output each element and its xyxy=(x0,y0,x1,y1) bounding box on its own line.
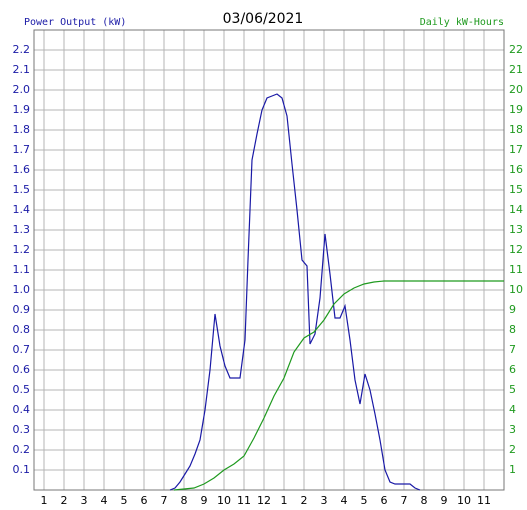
y-tick-label: 1.5 xyxy=(13,183,31,196)
x-tick-label: 8 xyxy=(421,494,428,507)
y-tick-label: 2.2 xyxy=(13,43,31,56)
y-tick-label: 1.4 xyxy=(13,203,31,216)
y-tick-label: 1.8 xyxy=(13,123,31,136)
x-tick-label: 7 xyxy=(401,494,408,507)
y-tick-label: 0.9 xyxy=(13,303,31,316)
y2-tick-label: 16 xyxy=(509,163,523,176)
y2-tick-label: 13 xyxy=(509,223,523,236)
y-tick-label: 0.1 xyxy=(13,463,31,476)
x-tick-label: 3 xyxy=(81,494,88,507)
y2-tick-label: 10 xyxy=(509,283,523,296)
y2-tick-label: 21 xyxy=(509,63,523,76)
x-tick-label: 4 xyxy=(341,494,348,507)
x-tick-label: 2 xyxy=(301,494,308,507)
y-tick-label: 2.1 xyxy=(13,63,31,76)
y-tick-label: 1.2 xyxy=(13,243,31,256)
y-axis-label: Power Output (kW) xyxy=(24,17,126,28)
y-tick-label: 0.8 xyxy=(13,323,31,336)
y-tick-label: 0.7 xyxy=(13,343,31,356)
y-tick-label: 0.3 xyxy=(13,423,31,436)
x-tick-label: 9 xyxy=(441,494,448,507)
y-tick-label: 0.4 xyxy=(13,403,31,416)
y2-tick-label: 22 xyxy=(509,43,523,56)
x-tick-label: 11 xyxy=(477,494,491,507)
y2-tick-label: 6 xyxy=(509,363,516,376)
y2-tick-label: 12 xyxy=(509,243,523,256)
y-tick-label: 1.3 xyxy=(13,223,31,236)
y-tick-label: 2.0 xyxy=(13,83,31,96)
x-tick-label: 6 xyxy=(381,494,388,507)
y2-tick-label: 4 xyxy=(509,403,516,416)
y2-tick-label: 1 xyxy=(509,463,516,476)
y-tick-label: 1.7 xyxy=(13,143,31,156)
y2-axis-label: Daily kW-Hours xyxy=(420,17,504,28)
y2-tick-label: 17 xyxy=(509,143,523,156)
x-tick-label: 10 xyxy=(217,494,231,507)
x-tick-label: 9 xyxy=(201,494,208,507)
y2-tick-label: 18 xyxy=(509,123,523,136)
y2-tick-label: 5 xyxy=(509,383,516,396)
x-tick-label: 10 xyxy=(457,494,471,507)
x-tick-label: 1 xyxy=(41,494,48,507)
x-tick-label: 3 xyxy=(321,494,328,507)
x-tick-label: 12 xyxy=(257,494,271,507)
y2-tick-label: 7 xyxy=(509,343,516,356)
plot-border xyxy=(33,29,505,491)
y2-tick-label: 9 xyxy=(509,303,516,316)
y-tick-label: 1.6 xyxy=(13,163,31,176)
x-tick-label: 1 xyxy=(281,494,288,507)
x-tick-label: 2 xyxy=(61,494,68,507)
y2-tick-label: 20 xyxy=(509,83,523,96)
y-tick-label: 0.2 xyxy=(13,443,31,456)
x-tick-label: 6 xyxy=(141,494,148,507)
y2-tick-label: 2 xyxy=(509,443,516,456)
x-tick-label: 5 xyxy=(121,494,128,507)
data-line xyxy=(173,280,504,491)
y2-tick-label: 19 xyxy=(509,103,523,116)
x-tick-label: 8 xyxy=(181,494,188,507)
y-tick-label: 1.9 xyxy=(13,103,31,116)
chart-title: 03/06/2021 xyxy=(223,11,304,27)
y-tick-label: 1.0 xyxy=(13,283,31,296)
x-tick-label: 4 xyxy=(101,494,108,507)
y-tick-label: 0.6 xyxy=(13,363,31,376)
x-tick-label: 7 xyxy=(161,494,168,507)
x-tick-label: 5 xyxy=(361,494,368,507)
x-tick-label: 11 xyxy=(237,494,251,507)
y2-tick-label: 3 xyxy=(509,423,516,436)
y-tick-label: 1.1 xyxy=(13,263,31,276)
y2-tick-label: 15 xyxy=(509,183,523,196)
y2-tick-label: 14 xyxy=(509,203,523,216)
y-tick-label: 0.5 xyxy=(13,383,31,396)
y2-tick-label: 8 xyxy=(509,323,516,336)
y2-tick-label: 11 xyxy=(509,263,523,276)
data-line xyxy=(169,93,421,491)
